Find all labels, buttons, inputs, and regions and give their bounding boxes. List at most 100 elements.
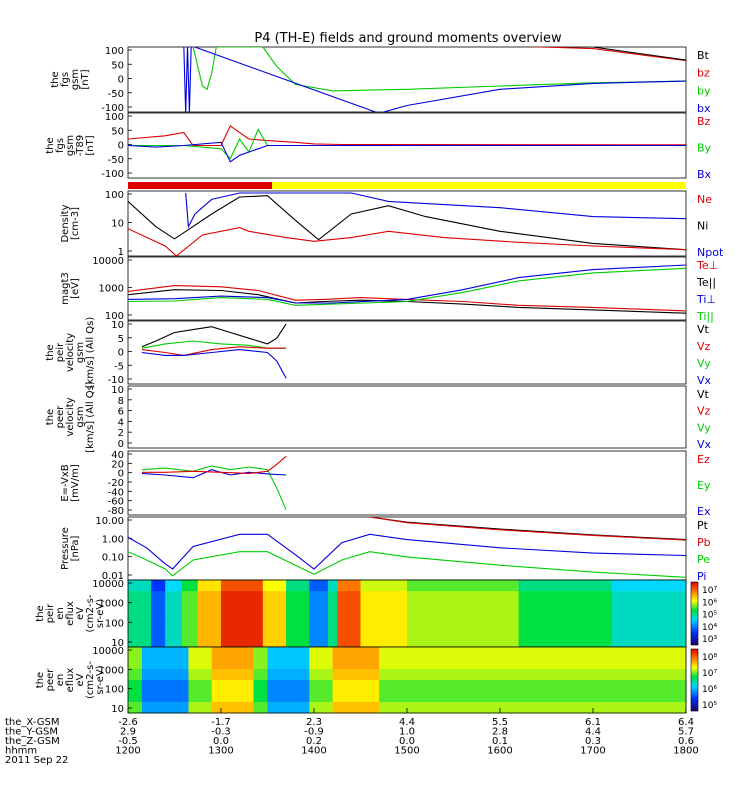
x-row-value: 1500 — [394, 746, 419, 757]
heatmap-cell — [151, 602, 166, 614]
y-axis-label-line: eflux — [65, 668, 76, 693]
mode-bar — [128, 182, 686, 189]
y-tick-label: 20 — [111, 459, 124, 470]
heatmap-cell — [211, 647, 255, 659]
heatmap-cell — [267, 691, 310, 703]
legend-entry: bx — [697, 102, 711, 115]
series-line — [524, 47, 686, 62]
heatmap-cell — [181, 613, 199, 626]
x-row-value: 1200 — [115, 746, 140, 757]
heatmap-cell — [165, 624, 183, 637]
heatmap-cell — [267, 669, 310, 681]
series-group — [128, 517, 686, 578]
y-axis-label-line: gsm — [65, 135, 76, 156]
legend-entry: Ne — [697, 193, 712, 206]
y-axis-label-line: fgs — [55, 138, 66, 153]
y-tick-label: 0 — [118, 141, 124, 152]
y-axis-label-line: [km/s] (All Qs) — [85, 317, 96, 389]
heatmap-cell — [197, 602, 222, 614]
legend-entry: Bz — [697, 115, 711, 128]
y-tick-label: 1.00 — [102, 534, 124, 545]
heatmap-cell — [332, 647, 380, 659]
legend-entry: Bt — [697, 49, 710, 62]
y-axis-label-line: [nT] — [85, 135, 96, 155]
series-line — [141, 340, 287, 349]
x-axis-block: the_X-GSM -2.6 -1.7 2.3 4.4 5.5 6.1 6.4 the_Y-GS… — [5, 708, 699, 766]
x-row-value: 2.9 — [120, 727, 136, 738]
heatmap-cell — [211, 658, 255, 670]
series-line — [369, 517, 686, 541]
y-axis-label-line: eflux — [65, 601, 76, 626]
y-axis-label-line: velocity — [65, 333, 76, 372]
y-axis-label-line: peer — [55, 405, 66, 429]
heatmap-cell — [337, 580, 361, 592]
y-tick-label: 0 — [118, 75, 124, 86]
heatmap-cell — [181, 635, 199, 648]
colorbar-tick-label: 10⁴ — [702, 623, 717, 633]
y-tick-label: 1 — [118, 247, 124, 258]
y-tick-label: -10 — [108, 375, 124, 386]
series-group — [141, 455, 287, 510]
colorbar-tick-label: 10⁶ — [702, 598, 717, 608]
legend-entry: Ey — [697, 479, 711, 492]
y-tick-label: 40 — [111, 450, 124, 461]
heatmap-cell — [407, 591, 520, 603]
heatmap-cell — [151, 591, 166, 603]
heatmap-cell — [262, 602, 287, 614]
series-line — [128, 267, 686, 306]
panel-frame — [127, 450, 687, 516]
heatmap-cell — [221, 580, 264, 592]
y-tick-label: -40 — [108, 487, 124, 498]
y-tick-label: 100 — [105, 618, 124, 629]
heatmap-cell — [267, 647, 310, 659]
x-row-value: -1.7 — [211, 717, 231, 728]
y-tick-label: -5 — [114, 361, 124, 372]
y-axis-label-line: Density — [60, 204, 71, 242]
y-axis-label-line: sr-eV) — [95, 599, 106, 628]
series-line — [128, 533, 686, 570]
legend-entry: Ni — [697, 220, 708, 233]
heatmap-cell — [188, 658, 213, 670]
series-group — [128, 264, 686, 314]
heatmap-cell — [128, 613, 152, 626]
y-tick-label: -100 — [101, 169, 124, 180]
heatmap-cell — [128, 580, 152, 592]
heatmap-cell — [309, 691, 334, 703]
y-axis-label-line: eV — [75, 607, 86, 620]
legend-entry: bz — [697, 67, 710, 80]
heatmap-cell — [165, 635, 183, 648]
heatmap-cell — [286, 613, 310, 626]
heatmap-cell — [128, 680, 143, 692]
y-tick-label: 50 — [111, 126, 124, 137]
heatmap-cell — [151, 613, 166, 626]
heatmap-cell — [332, 691, 380, 703]
y-tick-label: -50 — [108, 155, 124, 166]
y-tick-label: 2 — [118, 428, 124, 439]
series-group — [128, 192, 686, 256]
y-tick-label: -50 — [108, 89, 124, 100]
y-axis-label: thefgsgsm-T89[nT] — [45, 135, 96, 157]
panel-pressure: 10.00 1.00 0.10 0.01 Pressure[nPa] Pt Pb Pe Pi — [60, 516, 711, 583]
heatmap-cell — [518, 613, 613, 626]
heatmap-cell — [611, 635, 687, 648]
heatmap-cell — [211, 702, 255, 714]
heatmap-cell — [309, 602, 329, 614]
x-row-value: 0.6 — [678, 736, 694, 747]
y-axis-label-line: E=-VxB — [60, 464, 71, 501]
x-row-value: 0.2 — [306, 736, 322, 747]
heatmap-cell — [309, 702, 334, 714]
y-tick-label: 10 — [111, 704, 124, 715]
y-tick-label: 100 — [105, 190, 124, 201]
x-row-value: -0.9 — [304, 727, 324, 738]
legend-entry: Bx — [697, 168, 712, 181]
heatmap-cell — [221, 635, 264, 648]
y-axis-label: thepeerenefluxeV(cm2-s-sr-eV) — [35, 661, 106, 699]
series-group — [141, 323, 287, 379]
heatmap-cell — [165, 613, 183, 626]
x-row-value: 1.0 — [399, 727, 415, 738]
heatmap-cell — [327, 613, 338, 626]
heatmap-cell — [221, 613, 264, 626]
heatmap-cell — [165, 602, 183, 614]
